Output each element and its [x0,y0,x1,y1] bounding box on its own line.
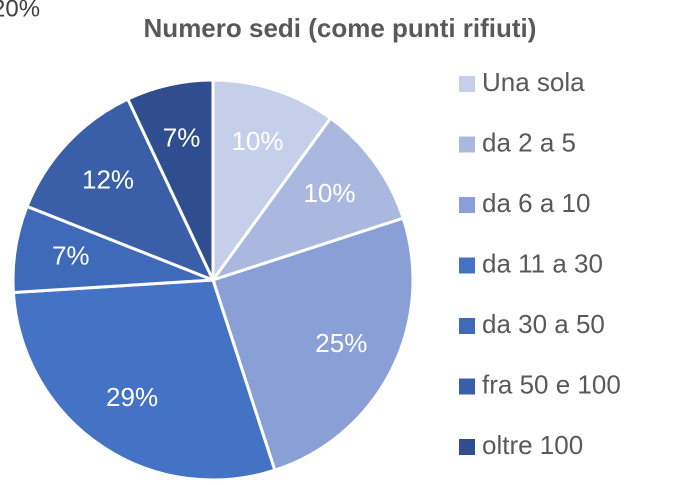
legend-label: da 11 a 30 [482,248,603,278]
pie-slice [11,278,277,482]
legend-swatch [459,197,475,213]
pie-slice [211,216,415,473]
legend-label: da 6 a 10 [482,188,590,218]
legend-label: da 30 a 50 [482,309,605,339]
slice-label: 10% [231,126,283,156]
slice-label: 25% [315,328,367,358]
pie-slice [125,78,215,281]
legend-swatch [459,318,475,334]
legend-label: da 2 a 5 [482,127,576,157]
legend-label: oltre 100 [482,430,583,460]
pie-slice [25,97,216,283]
pie-slice [209,116,406,283]
chart-title: Numero sedi (come punti rifiuti) [144,13,537,43]
pie-slice [211,78,333,285]
annotation: 20% [0,0,40,22]
legend-swatch [459,76,475,92]
slice-label: 7% [52,240,90,270]
legend-label: Una sola [482,67,585,97]
legend-swatch [459,378,475,395]
legend-swatch [459,257,475,274]
slice-label: 10% [303,178,355,208]
slice-label: 29% [106,382,158,412]
slice-label: 7% [163,122,201,152]
legend-swatch [459,136,475,153]
slice-label: 12% [82,164,134,194]
legend-swatch [459,439,475,455]
legend-label: fra 50 e 100 [482,369,621,399]
